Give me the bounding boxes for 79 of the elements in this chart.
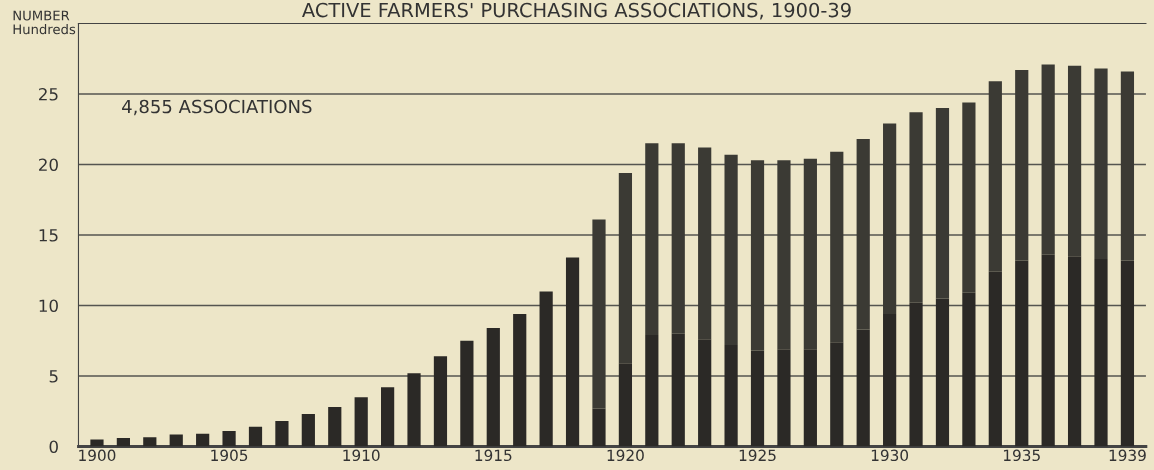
bar: [328, 407, 342, 447]
x-tick-label: 1930: [871, 449, 909, 462]
bar: [698, 339, 712, 447]
bar: [565, 257, 580, 447]
y-tick-label: 15: [39, 229, 58, 242]
y-axis-title: NUMBER Hundreds: [13, 10, 76, 35]
bar: [90, 439, 104, 447]
bar: [1094, 258, 1108, 447]
x-tick-label: 1905: [211, 449, 248, 462]
bar: [909, 302, 923, 447]
x-tick-label: 1925: [739, 449, 776, 462]
bar: [883, 313, 897, 447]
bar: [962, 292, 976, 447]
y-tick-label: 25: [39, 87, 58, 101]
bar: [750, 160, 765, 351]
bar: [143, 437, 157, 447]
bar: [988, 271, 1002, 447]
bar: [856, 139, 870, 330]
x-tick-label: 1939: [1109, 449, 1146, 462]
bar: [460, 340, 474, 447]
bar: [196, 433, 210, 447]
bar: [645, 143, 659, 336]
bar: [909, 112, 923, 303]
bar: [777, 160, 791, 350]
bar: [433, 356, 448, 447]
bar: [1041, 64, 1055, 255]
x-tick-label: 1900: [79, 449, 116, 462]
bar: [301, 414, 315, 447]
y-tick-label: 10: [39, 299, 58, 313]
bar: [618, 363, 633, 447]
bar: [856, 329, 870, 447]
bar: [830, 151, 844, 343]
bar: [222, 430, 236, 447]
annotation: 4,855 ASSOCIATIONS: [122, 99, 312, 116]
bar: [698, 147, 712, 340]
bar: [513, 313, 527, 447]
bar: [592, 219, 606, 409]
x-tick-label: 1935: [1003, 449, 1040, 462]
x-tick-label: 1920: [607, 449, 644, 462]
bar: [354, 397, 368, 447]
bar: [1094, 68, 1108, 259]
bar: [645, 335, 659, 447]
bar: [592, 408, 606, 447]
bar: [1120, 71, 1135, 261]
bar: [1015, 70, 1029, 261]
bar: [803, 158, 817, 350]
bar: [407, 373, 421, 447]
bar: [275, 421, 289, 447]
bar: [1041, 254, 1055, 447]
bar: [381, 387, 395, 447]
x-tick-label: 1915: [475, 449, 512, 462]
bar: [1067, 256, 1082, 447]
bar: [988, 81, 1002, 272]
bar: [671, 333, 685, 447]
bar: [830, 342, 844, 447]
bar: [962, 102, 976, 293]
bar: [935, 108, 950, 299]
y-tick-label: 20: [39, 158, 58, 172]
bar: [724, 344, 738, 447]
bar: [803, 349, 817, 447]
bar: [169, 434, 183, 447]
bar: [248, 426, 263, 447]
x-tick-label: 1910: [343, 449, 380, 462]
y-tick-label: 5: [49, 370, 58, 383]
bar: [618, 172, 633, 364]
bar: [750, 350, 765, 447]
bar: [935, 298, 950, 447]
bar: [883, 123, 897, 314]
bar: [1067, 65, 1082, 257]
bar: [539, 291, 553, 447]
bar: [671, 143, 685, 334]
bar: [116, 438, 130, 447]
bar: [1015, 260, 1029, 447]
chart-title: ACTIVE FARMERS' PURCHASING ASSOCIATIONS, 1900-39: [302, 2, 851, 20]
bar: [724, 154, 738, 345]
bar: [1120, 260, 1135, 447]
bar: [486, 328, 500, 447]
y-tick-label: 0: [49, 440, 58, 454]
bar: [777, 349, 791, 447]
